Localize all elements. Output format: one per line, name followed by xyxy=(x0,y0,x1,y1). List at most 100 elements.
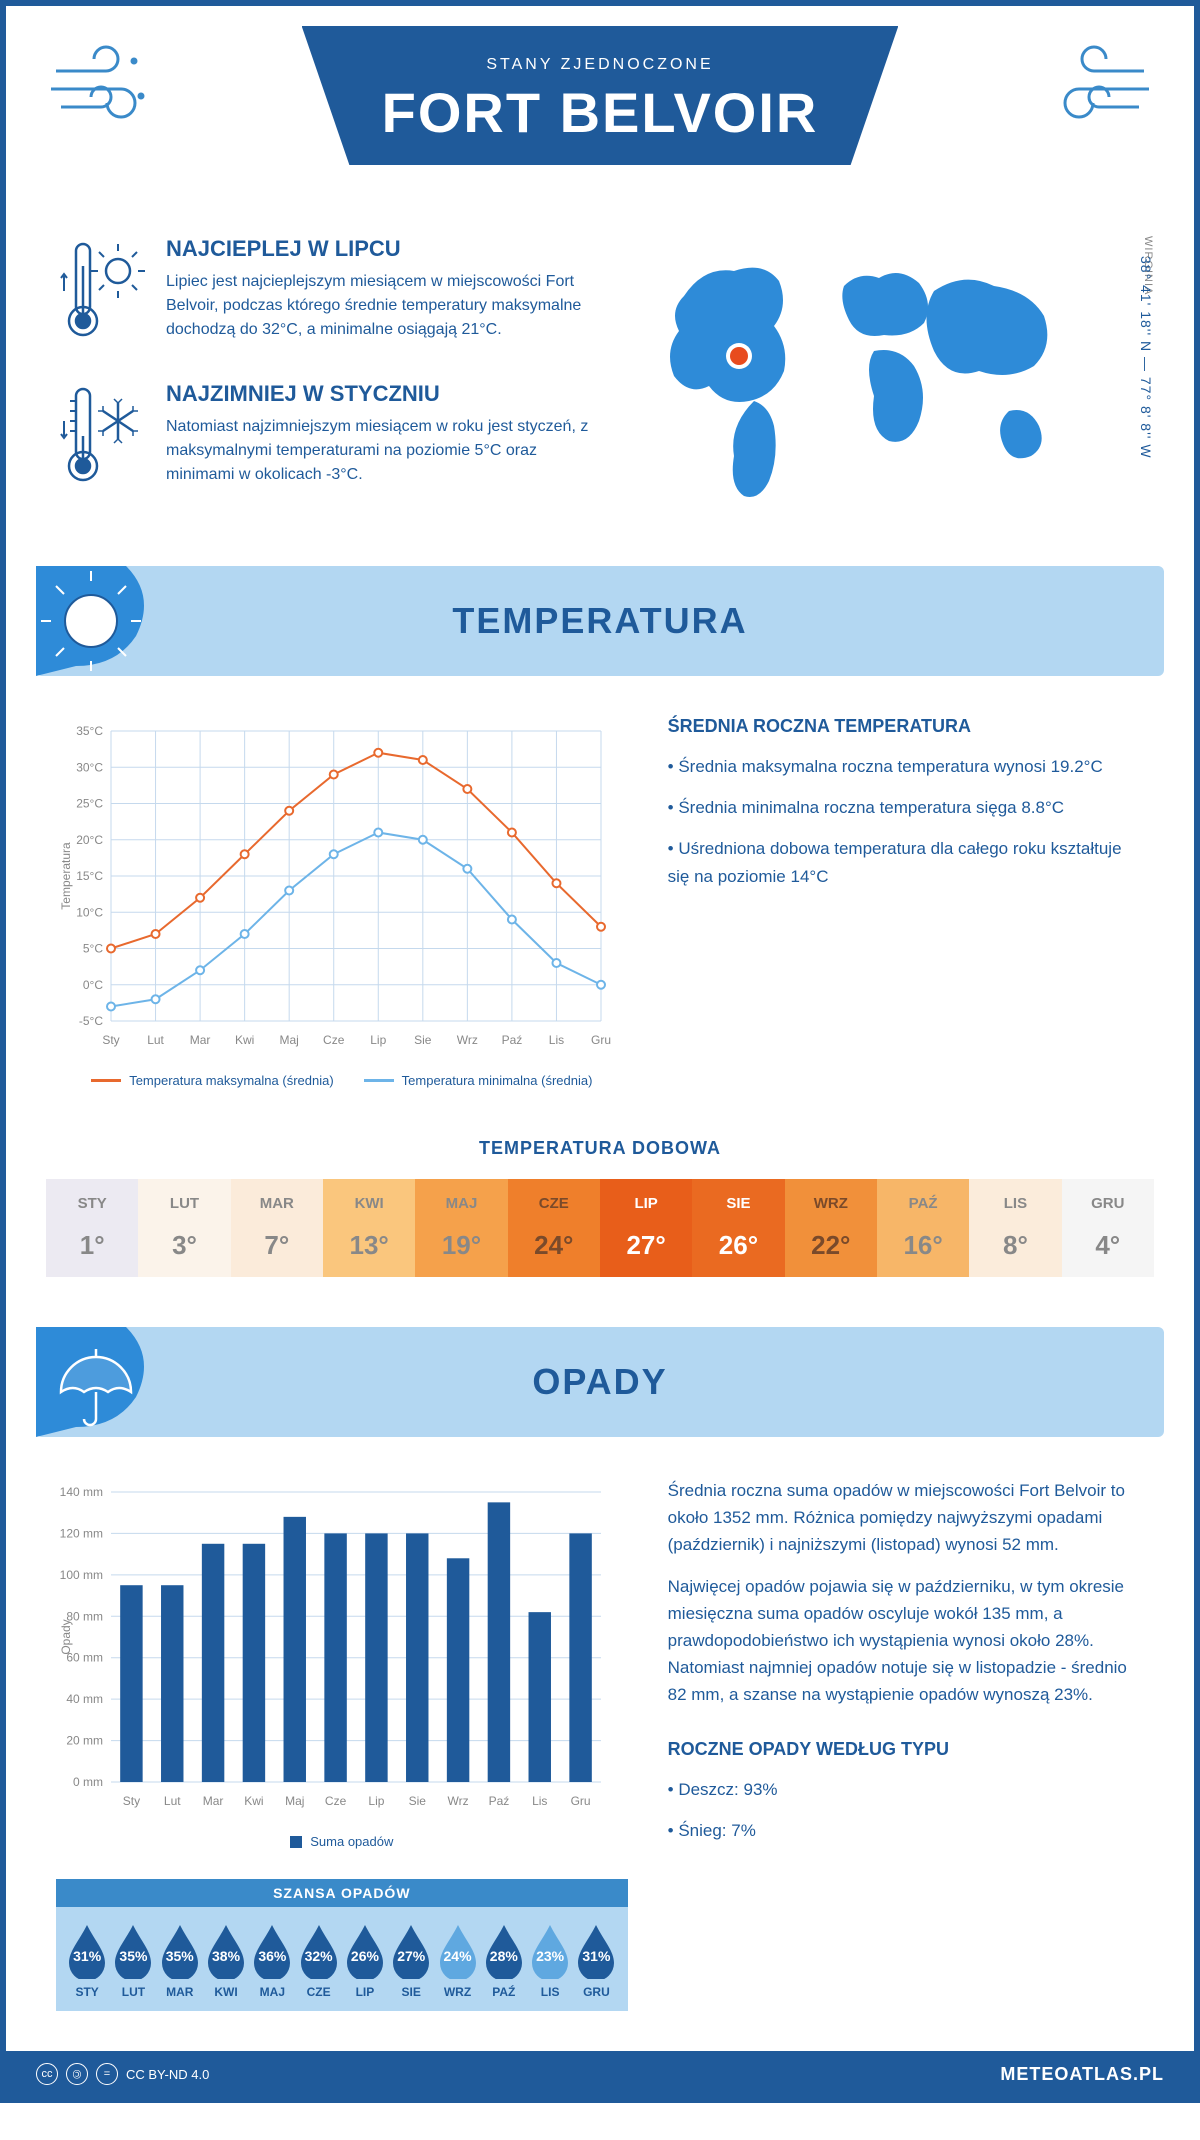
drop-cell: 27% SIE xyxy=(388,1923,434,1999)
summary-section: NAJCIEPLEJ W LIPCU Lipiec jest najcieple… xyxy=(6,216,1194,566)
precip-para1: Średnia roczna suma opadów w miejscowośc… xyxy=(668,1477,1144,1559)
daily-month: PAŹ xyxy=(877,1195,969,1212)
precip-legend: Suma opadów xyxy=(56,1834,628,1849)
hot-title: NAJCIEPLEJ W LIPCU xyxy=(166,236,604,262)
drop-pct: 31% xyxy=(73,1948,101,1964)
temp-chart-row: -5°C0°C5°C10°C15°C20°C25°C30°C35°CStyLut… xyxy=(6,676,1194,1128)
nd-icon: = xyxy=(96,2063,118,2085)
drop-month: SIE xyxy=(388,1985,434,1999)
drop-pct: 36% xyxy=(258,1948,286,1964)
drop-icon: 24% xyxy=(436,1923,480,1979)
header: FORT BELVOIR STANY ZJEDNOCZONE xyxy=(6,6,1194,216)
svg-text:Lip: Lip xyxy=(370,1033,386,1047)
svg-text:Sty: Sty xyxy=(123,1794,140,1808)
svg-text:25°C: 25°C xyxy=(76,797,103,811)
svg-text:Lut: Lut xyxy=(147,1033,164,1047)
daily-cell: PAŹ 16° xyxy=(877,1179,969,1277)
drop-pct: 23% xyxy=(536,1948,564,1964)
avg-bullet: • Średnia maksymalna roczna temperatura … xyxy=(668,753,1144,780)
daily-cell: WRZ22° xyxy=(785,1179,877,1277)
drop-cell: 31% STY xyxy=(64,1923,110,1999)
hot-block: NAJCIEPLEJ W LIPCU Lipiec jest najcieple… xyxy=(56,236,604,351)
svg-text:140 mm: 140 mm xyxy=(60,1485,103,1499)
title-banner: FORT BELVOIR STANY ZJEDNOCZONE xyxy=(302,26,899,165)
thermometer-cold-icon xyxy=(56,381,146,496)
drop-pct: 31% xyxy=(582,1948,610,1964)
svg-text:15°C: 15°C xyxy=(76,869,103,883)
daily-month: CZE xyxy=(508,1195,600,1212)
daily-month: MAR xyxy=(231,1195,323,1212)
daily-month: MAJ xyxy=(415,1195,507,1212)
daily-cell: KWI13° xyxy=(323,1179,415,1277)
chance-title: SZANSA OPADÓW xyxy=(56,1879,628,1907)
svg-text:100 mm: 100 mm xyxy=(60,1568,103,1582)
drop-month: MAR xyxy=(157,1985,203,1999)
umbrella-icon xyxy=(36,1327,176,1442)
daily-cell: LUT3° xyxy=(138,1179,230,1277)
cold-title: NAJZIMNIEJ W STYCZNIU xyxy=(166,381,604,407)
svg-text:Wrz: Wrz xyxy=(457,1033,478,1047)
coords-label: 38° 41' 18'' N — 77° 8' 8'' W xyxy=(1138,256,1154,459)
by-icon: 🄯 xyxy=(66,2063,88,2085)
svg-text:20°C: 20°C xyxy=(76,833,103,847)
drop-month: PAŹ xyxy=(481,1985,527,1999)
daily-cell: MAJ19° xyxy=(415,1179,507,1277)
map-block: WIRGINIA 38° 41' 18'' N — 77° 8' 8'' W xyxy=(644,236,1144,526)
svg-text:Cze: Cze xyxy=(325,1794,347,1808)
type-bullet: • Śnieg: 7% xyxy=(668,1817,1144,1844)
daily-value: 4° xyxy=(1062,1230,1154,1261)
drop-icon: 28% xyxy=(482,1923,526,1979)
drop-month: STY xyxy=(64,1985,110,1999)
precip-chart-row: 0 mm20 mm40 mm60 mm80 mm100 mm120 mm140 … xyxy=(6,1437,1194,2051)
drop-pct: 35% xyxy=(119,1948,147,1964)
svg-text:Paź: Paź xyxy=(502,1033,523,1047)
avg-bullet: • Uśredniona dobowa temperatura dla całe… xyxy=(668,835,1144,889)
daily-value: 26° xyxy=(692,1230,784,1261)
cold-block: NAJZIMNIEJ W STYCZNIU Natomiast najzimni… xyxy=(56,381,604,496)
daily-month: SIE xyxy=(692,1195,784,1212)
svg-text:Opady: Opady xyxy=(59,1619,73,1654)
drop-cell: 26% LIP xyxy=(342,1923,388,1999)
daily-month: STY xyxy=(46,1195,138,1212)
svg-text:Sie: Sie xyxy=(409,1794,427,1808)
drop-cell: 23% LIS xyxy=(527,1923,573,1999)
drop-icon: 36% xyxy=(250,1923,294,1979)
precip-chart: 0 mm20 mm40 mm60 mm80 mm100 mm120 mm140 … xyxy=(56,1477,628,2011)
daily-value: 3° xyxy=(138,1230,230,1261)
footer: cc 🄯 = CC BY-ND 4.0 METEOATLAS.PL xyxy=(6,2051,1194,2097)
drop-cell: 32% CZE xyxy=(295,1923,341,1999)
legend-max: Temperatura maksymalna (średnia) xyxy=(129,1073,333,1088)
drop-icon: 23% xyxy=(528,1923,572,1979)
footer-license: cc 🄯 = CC BY-ND 4.0 xyxy=(36,2063,209,2085)
temp-legend: Temperatura maksymalna (średnia) Tempera… xyxy=(56,1073,628,1088)
svg-text:Paź: Paź xyxy=(489,1794,510,1808)
cold-text: Natomiast najzimniejszym miesiącem w rok… xyxy=(166,415,604,487)
svg-text:Lis: Lis xyxy=(532,1794,547,1808)
precip-text: Średnia roczna suma opadów w miejscowośc… xyxy=(668,1477,1144,2011)
svg-text:Gru: Gru xyxy=(571,1794,591,1808)
avg-bullet: • Średnia minimalna roczna temperatura s… xyxy=(668,794,1144,821)
daily-value: 13° xyxy=(323,1230,415,1261)
type-title: ROCZNE OPADY WEDŁUG TYPU xyxy=(668,1739,1144,1760)
svg-text:-5°C: -5°C xyxy=(79,1014,103,1028)
drop-icon: 35% xyxy=(111,1923,155,1979)
svg-text:Wrz: Wrz xyxy=(448,1794,469,1808)
page-title: FORT BELVOIR xyxy=(382,80,819,145)
drop-cell: 36% MAJ xyxy=(249,1923,295,1999)
svg-text:40 mm: 40 mm xyxy=(66,1692,103,1706)
legend-bar: Suma opadów xyxy=(310,1834,393,1849)
svg-text:5°C: 5°C xyxy=(83,942,103,956)
drop-icon: 27% xyxy=(389,1923,433,1979)
daily-month: LIP xyxy=(600,1195,692,1212)
daily-value: 16° xyxy=(877,1230,969,1261)
wind-icon-left xyxy=(46,41,166,136)
temp-chart: -5°C0°C5°C10°C15°C20°C25°C30°C35°CStyLut… xyxy=(56,716,628,1088)
drop-pct: 32% xyxy=(305,1948,333,1964)
wind-icon-right xyxy=(1034,41,1154,136)
svg-text:Maj: Maj xyxy=(285,1794,304,1808)
svg-text:Sty: Sty xyxy=(102,1033,119,1047)
drop-icon: 31% xyxy=(574,1923,618,1979)
temp-avg-text: ŚREDNIA ROCZNA TEMPERATURA • Średnia mak… xyxy=(668,716,1144,1088)
drop-month: LIP xyxy=(342,1985,388,1999)
svg-text:Maj: Maj xyxy=(280,1033,299,1047)
